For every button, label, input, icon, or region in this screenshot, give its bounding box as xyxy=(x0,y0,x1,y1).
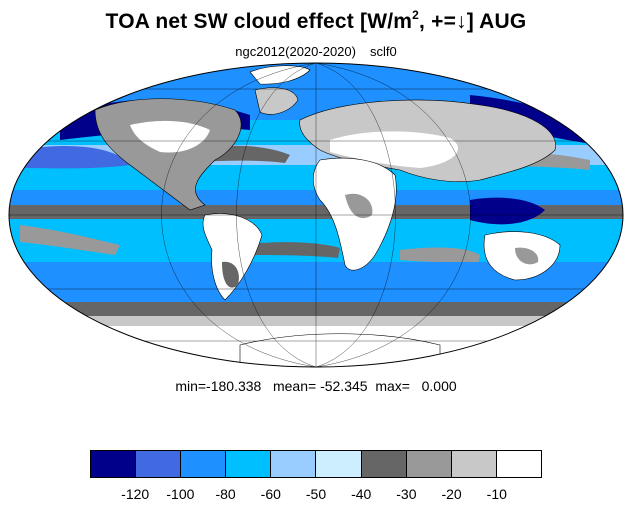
indian-ocean-gray xyxy=(400,247,480,264)
south-america xyxy=(202,213,263,301)
colorbar-tick-label: -30 xyxy=(396,486,417,502)
colorbar-box xyxy=(226,451,272,477)
colorbar-tick-label: -100 xyxy=(166,486,195,502)
colorbar-tick-label: -80 xyxy=(215,486,236,502)
colorbar-box xyxy=(406,451,452,477)
arctic-deep-cloud-east xyxy=(470,95,600,145)
colorbar-tick-label: -50 xyxy=(305,486,327,502)
plot-title: TOA net SW cloud effect [W/m2, +=↓] AUG xyxy=(105,8,527,33)
field-statistics: min=-180.338 mean= -52.345 max= 0.000 xyxy=(175,378,457,394)
australia-shade xyxy=(515,247,539,265)
colorbar-box xyxy=(496,451,541,477)
arctic-ice xyxy=(249,65,311,85)
plot-subtitle: ngc2012(2020-2020) sclf0 xyxy=(0,44,632,59)
antarctica xyxy=(239,333,441,367)
colorbar-box xyxy=(91,451,137,477)
asia-interior xyxy=(330,131,459,168)
colorbar-box xyxy=(181,451,227,477)
colorbar-labels: -120 -100 -80 -60 -50 -40 -30 -20 -10 xyxy=(90,486,542,502)
south-atlantic-gray xyxy=(240,242,340,258)
colorbar-box xyxy=(316,451,362,477)
colorbar-tick-label: -120 xyxy=(121,486,150,502)
maritime-continent-deep xyxy=(470,197,545,225)
north-pacific-strong xyxy=(20,145,130,169)
colorbar-tick-label: -10 xyxy=(486,486,507,502)
africa-shade xyxy=(345,193,373,219)
colorbar-tick-label: -60 xyxy=(260,486,281,502)
colorbar-box xyxy=(451,451,497,477)
south-america-shade xyxy=(222,261,239,288)
north-america-interior xyxy=(130,120,210,153)
colorbar-box xyxy=(361,451,407,477)
map-outline xyxy=(8,62,624,368)
colorbar xyxy=(90,450,542,478)
world-map xyxy=(8,62,624,368)
colorbar-tick-label: -20 xyxy=(441,486,462,502)
south-pacific-gray xyxy=(20,225,120,255)
variable-label: sclf0 xyxy=(369,44,397,59)
colorbar-tick-label: -40 xyxy=(351,486,372,502)
colorbar-box xyxy=(136,451,182,477)
colorbar-box xyxy=(271,451,317,477)
run-label: ngc2012(2020-2020) xyxy=(235,44,356,59)
greenland xyxy=(254,87,299,115)
